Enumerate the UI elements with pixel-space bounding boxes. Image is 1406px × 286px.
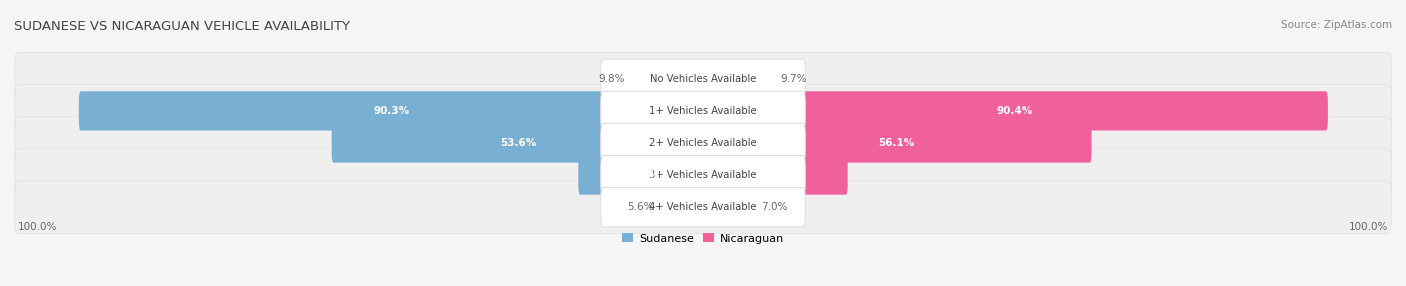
Text: 56.1%: 56.1% <box>879 138 914 148</box>
Text: 90.4%: 90.4% <box>997 106 1032 116</box>
FancyBboxPatch shape <box>702 124 1091 162</box>
FancyBboxPatch shape <box>600 91 806 131</box>
FancyBboxPatch shape <box>14 181 1392 234</box>
FancyBboxPatch shape <box>79 91 704 130</box>
FancyBboxPatch shape <box>702 188 754 227</box>
FancyBboxPatch shape <box>600 123 806 163</box>
FancyBboxPatch shape <box>14 149 1392 201</box>
Legend: Sudanese, Nicaraguan: Sudanese, Nicaraguan <box>623 233 783 244</box>
Text: 20.7%: 20.7% <box>756 170 793 180</box>
Text: 4+ Vehicles Available: 4+ Vehicles Available <box>650 202 756 212</box>
FancyBboxPatch shape <box>634 59 704 98</box>
FancyBboxPatch shape <box>600 155 806 195</box>
Text: 53.6%: 53.6% <box>501 138 537 148</box>
FancyBboxPatch shape <box>14 52 1392 105</box>
Text: 5.6%: 5.6% <box>627 202 654 212</box>
Text: 2+ Vehicles Available: 2+ Vehicles Available <box>650 138 756 148</box>
Text: 90.3%: 90.3% <box>374 106 411 116</box>
FancyBboxPatch shape <box>14 117 1392 169</box>
Text: SUDANESE VS NICARAGUAN VEHICLE AVAILABILITY: SUDANESE VS NICARAGUAN VEHICLE AVAILABIL… <box>14 20 350 33</box>
Text: 9.7%: 9.7% <box>780 74 807 84</box>
Text: 3+ Vehicles Available: 3+ Vehicles Available <box>650 170 756 180</box>
FancyBboxPatch shape <box>600 59 806 98</box>
FancyBboxPatch shape <box>662 188 704 227</box>
Text: 100.0%: 100.0% <box>17 222 56 232</box>
Text: 17.8%: 17.8% <box>623 170 659 180</box>
FancyBboxPatch shape <box>14 85 1392 137</box>
FancyBboxPatch shape <box>600 188 806 227</box>
FancyBboxPatch shape <box>332 124 704 162</box>
Text: 9.8%: 9.8% <box>599 74 626 84</box>
Text: No Vehicles Available: No Vehicles Available <box>650 74 756 84</box>
FancyBboxPatch shape <box>702 91 1327 130</box>
FancyBboxPatch shape <box>702 156 848 195</box>
Text: 100.0%: 100.0% <box>1350 222 1389 232</box>
Text: 1+ Vehicles Available: 1+ Vehicles Available <box>650 106 756 116</box>
FancyBboxPatch shape <box>578 156 704 195</box>
FancyBboxPatch shape <box>702 59 772 98</box>
Text: 7.0%: 7.0% <box>762 202 787 212</box>
Text: Source: ZipAtlas.com: Source: ZipAtlas.com <box>1281 20 1392 30</box>
